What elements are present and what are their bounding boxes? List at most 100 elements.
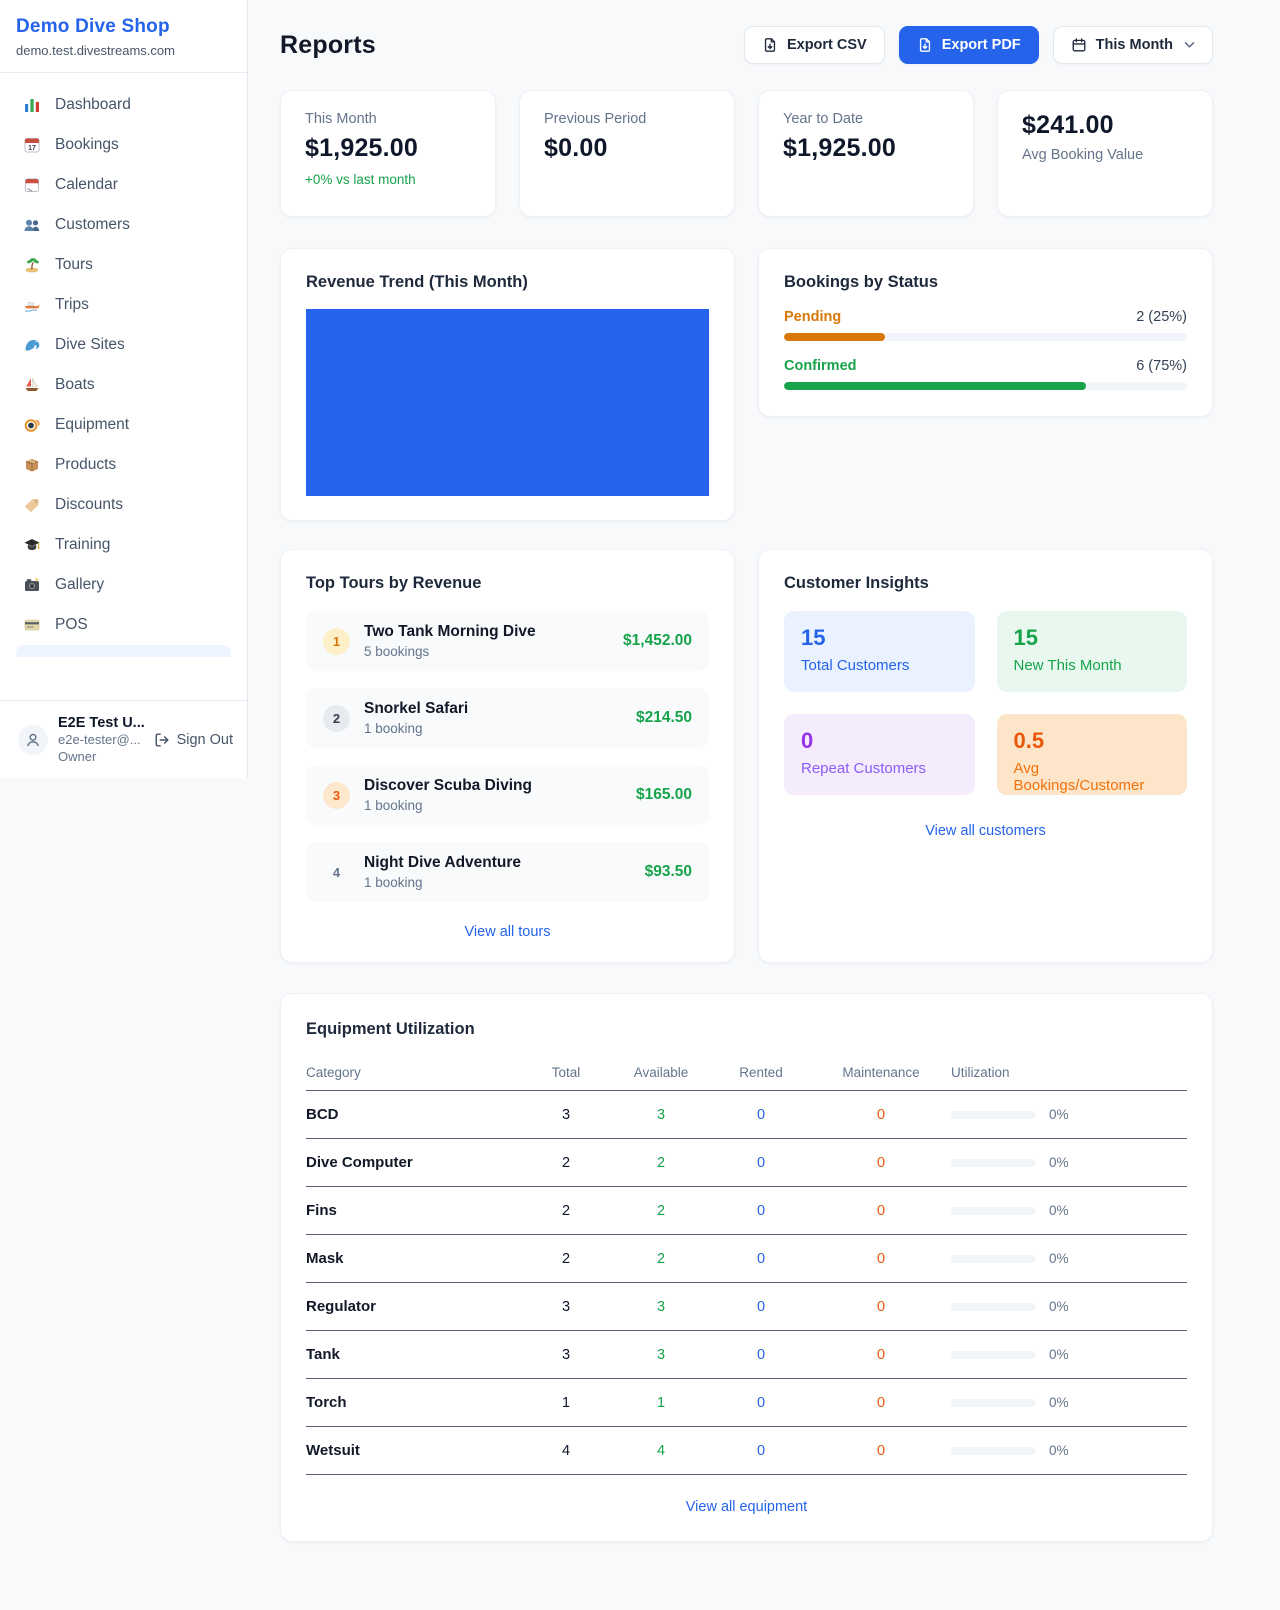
equipment-icon <box>22 415 42 435</box>
equipment-table-header: Category Total Available Rented Maintena… <box>306 1055 1187 1091</box>
equipment-category: Mask <box>306 1250 344 1267</box>
utilization-label: 0% <box>1049 1299 1069 1314</box>
sidebar-item-dive-sites[interactable]: Dive Sites <box>8 325 239 365</box>
maintenance-cell: 0 <box>876 1394 886 1411</box>
view-all-tours-link[interactable]: View all tours <box>464 924 551 940</box>
stat-cards: This Month $1,925.00 +0% vs last month P… <box>280 90 1213 217</box>
insight-value: 15 <box>801 625 826 650</box>
period-select[interactable]: This Month <box>1052 26 1213 64</box>
tour-row: 1 Two Tank Morning Dive 5 bookings $1,45… <box>306 611 709 671</box>
sidebar-item-customers[interactable]: Customers <box>8 205 239 245</box>
tour-row: 3 Discover Scuba Diving 1 booking $165.0… <box>306 765 709 825</box>
stat-trend: +0% vs last month <box>305 172 416 187</box>
sidebar-item-calendar[interactable]: Calendar <box>8 165 239 205</box>
sidebar-item-label: Calendar <box>55 176 118 193</box>
export-pdf-button[interactable]: Export PDF <box>898 26 1039 64</box>
total-cell: 3 <box>561 1298 571 1315</box>
sidebar-item-tours[interactable]: Tours <box>8 245 239 285</box>
utilization-bar-track <box>951 1350 1036 1359</box>
equipment-category: Torch <box>306 1394 347 1411</box>
sidebar-item-label: Training <box>55 536 111 553</box>
sidebar-item-label: Equipment <box>55 416 130 433</box>
revenue-trend-card: Revenue Trend (This Month) <box>280 248 735 521</box>
utilization-label: 0% <box>1049 1395 1069 1410</box>
sidebar-item-equipment[interactable]: Equipment <box>8 405 239 445</box>
insight-avg-bookings: 0.5 Avg Bookings/Customer <box>996 714 1187 795</box>
status-row-confirmed: Confirmed 6 (75%) <box>784 358 1187 390</box>
tours-icon <box>22 255 42 275</box>
products-icon <box>22 455 42 475</box>
equipment-category: Dive Computer <box>306 1154 413 1171</box>
rank-badge: 3 <box>323 781 350 809</box>
sidebar-item-discounts[interactable]: Discounts <box>8 485 239 525</box>
customers-icon <box>22 215 42 235</box>
utilization-bar-track <box>951 1110 1036 1119</box>
column-header: Category <box>306 1065 361 1080</box>
utilization-label: 0% <box>1049 1155 1069 1170</box>
sign-out-label: Sign Out <box>176 731 233 748</box>
view-all-customers-link[interactable]: View all customers <box>925 823 1046 839</box>
equipment-category: BCD <box>306 1106 339 1123</box>
discounts-icon <box>22 495 42 515</box>
stat-label: This Month <box>305 111 377 127</box>
sign-out-button[interactable]: Sign Out <box>154 732 233 748</box>
sidebar-item-label: POS <box>55 616 88 633</box>
chevron-down-icon <box>1184 41 1195 49</box>
sidebar-item-label: Trips <box>55 296 89 313</box>
utilization-bar-track <box>951 1398 1036 1407</box>
sidebar-item-trips[interactable]: Trips <box>8 285 239 325</box>
top-tours-title: Top Tours by Revenue <box>306 574 482 592</box>
calendar-icon <box>1071 37 1087 53</box>
available-cell: 1 <box>656 1394 666 1411</box>
sidebar-item-training[interactable]: Training <box>8 525 239 565</box>
sidebar-item-pos[interactable]: POS <box>8 605 239 645</box>
sidebar-item-bookings[interactable]: 17 Bookings <box>8 125 239 165</box>
header-actions: Export CSV Export PDF This Month <box>743 26 1213 64</box>
avatar <box>18 724 48 755</box>
tour-name: Discover Scuba Diving <box>364 777 532 794</box>
logout-icon <box>154 732 170 748</box>
tour-bookings: 1 booking <box>364 798 423 813</box>
equipment-title: Equipment Utilization <box>306 1020 475 1038</box>
total-cell: 2 <box>561 1154 571 1171</box>
user-panel: E2E Test U... e2e-tester@... Owner Sign … <box>0 700 247 778</box>
sidebar-item-dashboard[interactable]: Dashboard <box>8 85 239 125</box>
sidebar-item-reports-active-partial[interactable] <box>16 645 231 657</box>
tour-row: 2 Snorkel Safari 1 booking $214.50 <box>306 688 709 748</box>
column-header: Rented <box>739 1065 783 1080</box>
training-icon <box>22 535 42 555</box>
gallery-icon <box>22 575 42 595</box>
status-row-pending: Pending 2 (25%) <box>784 309 1187 341</box>
sidebar-item-boats[interactable]: Boats <box>8 365 239 405</box>
insight-new-this-month: 15 New This Month <box>996 611 1187 692</box>
tour-revenue: $214.50 <box>635 709 692 726</box>
charts-row: Revenue Trend (This Month) Bookings by S… <box>280 248 1213 521</box>
rented-cell: 0 <box>756 1346 766 1363</box>
utilization-cell: 0% <box>951 1155 1187 1170</box>
sidebar-item-products[interactable]: Products <box>8 445 239 485</box>
trips-icon <box>22 295 42 315</box>
rented-cell: 0 <box>756 1394 766 1411</box>
stat-card-year-to-date: Year to Date $1,925.00 <box>758 90 974 217</box>
stat-label: Previous Period <box>544 111 647 127</box>
maintenance-cell: 0 <box>876 1298 886 1315</box>
available-cell: 3 <box>656 1106 666 1123</box>
insight-value: 15 <box>1013 625 1038 650</box>
sidebar-item-gallery[interactable]: Gallery <box>8 565 239 605</box>
column-header: Total <box>551 1065 581 1080</box>
tour-name: Two Tank Morning Dive <box>364 623 536 640</box>
rank-badge: 2 <box>323 704 350 732</box>
export-csv-button[interactable]: Export CSV <box>743 26 885 64</box>
view-all-equipment-link[interactable]: View all equipment <box>685 1499 808 1515</box>
tour-bookings: 5 bookings <box>364 644 430 659</box>
dive-sites-icon <box>22 335 42 355</box>
tour-bookings: 1 booking <box>364 875 423 890</box>
tour-revenue: $93.50 <box>644 863 692 880</box>
status-label: Pending <box>784 309 842 325</box>
available-cell: 2 <box>656 1154 666 1171</box>
sidebar-item-label: Gallery <box>55 576 105 593</box>
insight-value: 0.5 <box>1013 728 1045 753</box>
maintenance-cell: 0 <box>876 1442 886 1459</box>
utilization-cell: 0% <box>951 1203 1187 1218</box>
utilization-bar-track <box>951 1446 1036 1455</box>
